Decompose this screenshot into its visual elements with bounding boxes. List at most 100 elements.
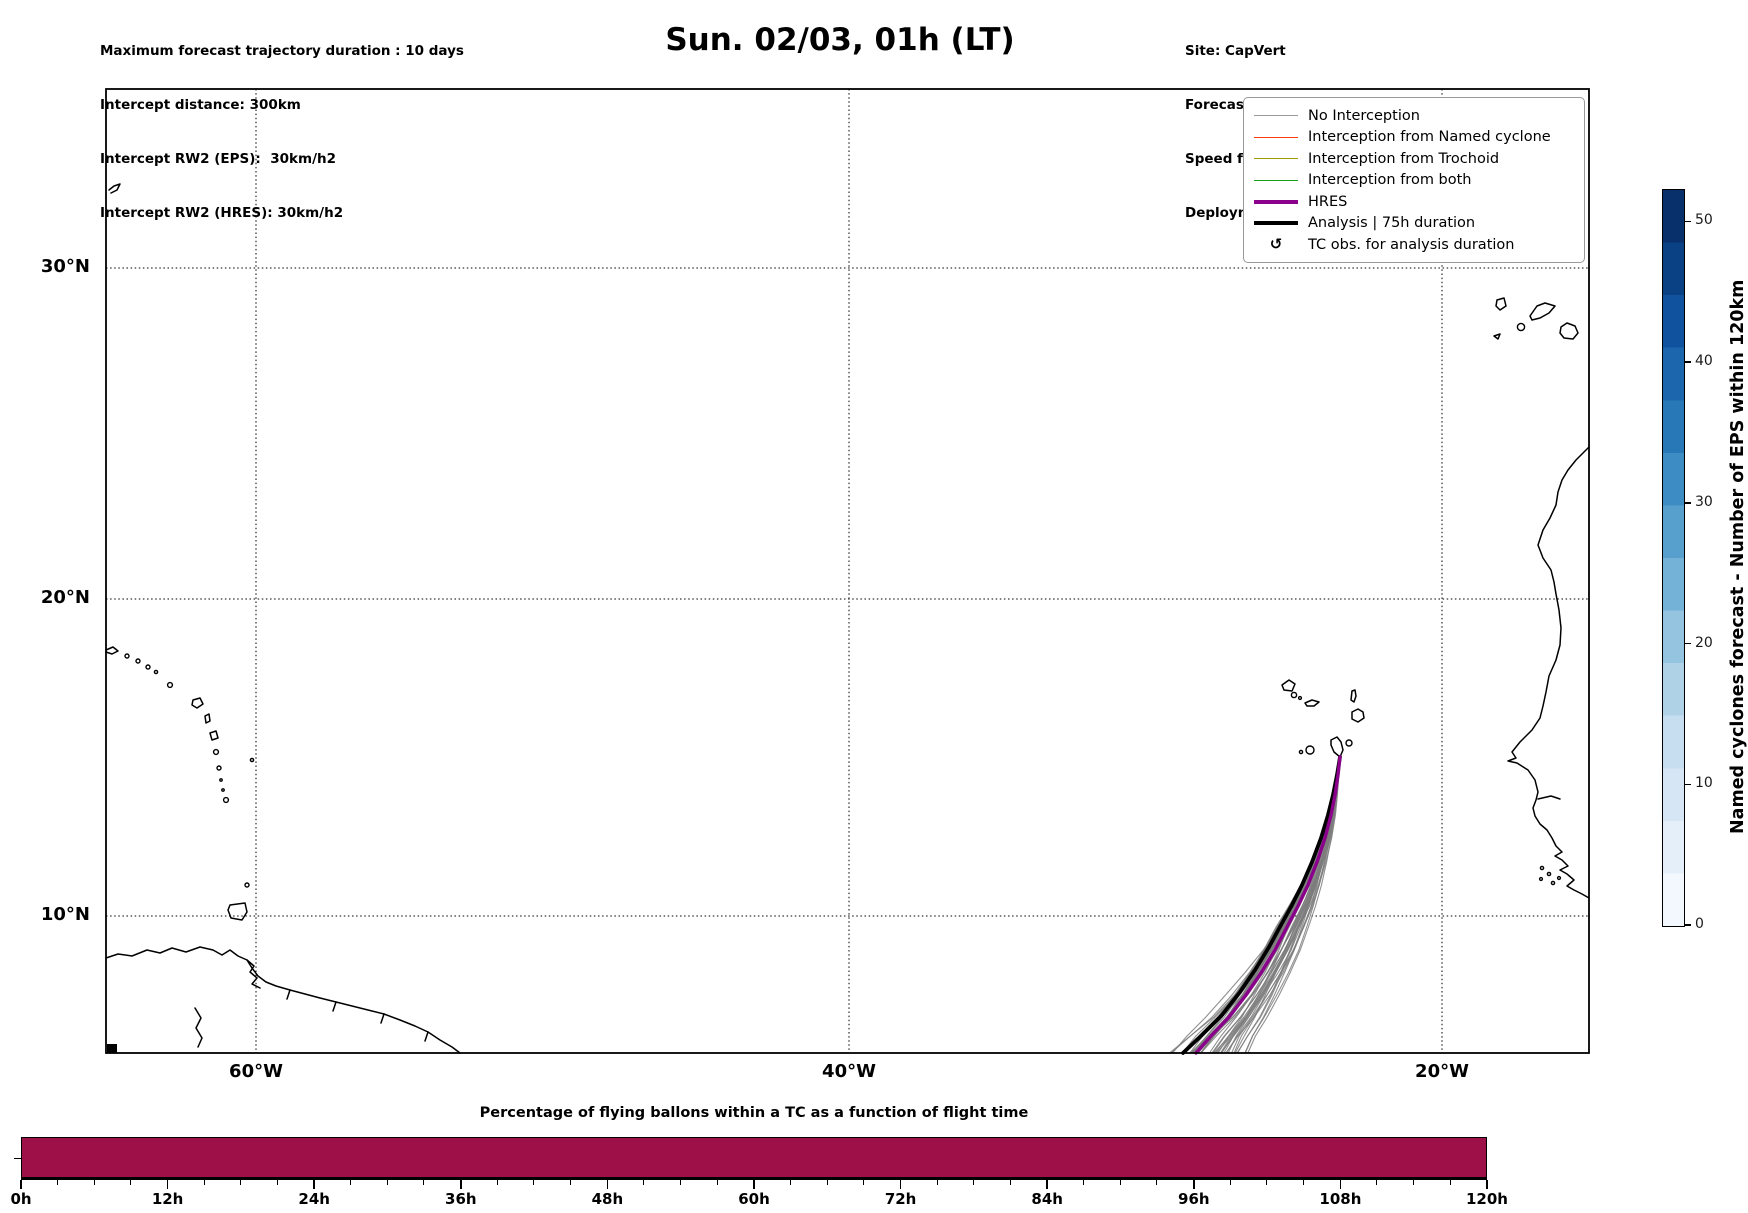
legend-row-3: Interception from both <box>1254 170 1576 192</box>
page-title: Sun. 02/03, 01h (LT) <box>665 22 1015 58</box>
strip-minor-tick <box>1376 1179 1378 1186</box>
island-st-lucia <box>212 748 220 756</box>
strip-major-tick-36h <box>460 1179 462 1189</box>
legend-line <box>1254 221 1298 226</box>
coast-fragment-corner <box>107 1044 117 1053</box>
lon-tick-20°W: 20°W <box>1415 1061 1469 1082</box>
strip-minor-tick <box>386 1179 388 1186</box>
eps-trajectory <box>1225 756 1341 1054</box>
strip-minor-tick <box>1229 1179 1231 1186</box>
island-guadeloupe <box>191 697 204 709</box>
strip-ticklabel-0h: 0h <box>10 1190 32 1208</box>
legend-line <box>1254 179 1298 181</box>
strip-minor-tick <box>826 1179 828 1186</box>
map-frame <box>105 88 1590 1054</box>
strip-major-tick-96h <box>1193 1179 1195 1189</box>
coastline-venezuela-river <box>194 1007 203 1048</box>
coastline-bermuda <box>108 183 121 194</box>
strip-minor-tick <box>679 1179 682 1186</box>
island-brava <box>1298 749 1304 755</box>
legend-line-sample <box>1254 115 1298 117</box>
strip-minor-tick <box>1449 1179 1451 1186</box>
strip-minor-tick <box>789 1179 791 1186</box>
island-dominica <box>204 713 211 724</box>
legend-line-sample <box>1254 199 1298 204</box>
strip-minor-tick <box>533 1179 535 1186</box>
island-tobago <box>244 882 250 888</box>
coastline-river-mouth-1 <box>286 989 291 1000</box>
legend-line-sample <box>1254 179 1298 181</box>
map-legend: No Interception Interception from Named c… <box>1243 97 1585 263</box>
legend-label: No Interception <box>1308 107 1420 124</box>
colorbar-ticklabel-40: 40 <box>1695 353 1713 370</box>
strip-major-tick-108h <box>1339 1179 1342 1189</box>
strip-ticklabel-72h: 72h <box>884 1190 917 1208</box>
legend-row-4: HRES <box>1254 191 1576 213</box>
strip-major-tick-24h <box>313 1179 316 1189</box>
strip-ticklabel-84h: 84h <box>1031 1190 1063 1208</box>
eps-trajectory <box>1192 756 1341 1054</box>
colorbar <box>1662 189 1685 927</box>
colorbar-tick-40 <box>1684 361 1691 363</box>
strip-minor-tick <box>1266 1179 1268 1186</box>
island-santiago <box>1330 736 1344 758</box>
colorbar-ticklabel-10: 10 <box>1695 775 1713 792</box>
strip-major-tick-0h <box>20 1179 22 1189</box>
colorbar-tick-0 <box>1684 924 1691 926</box>
colorbar-tick-30 <box>1684 502 1691 504</box>
eps-trajectory <box>1184 756 1341 1054</box>
island-sal <box>1350 689 1357 703</box>
strip-minor-tick <box>863 1179 865 1186</box>
island-trinidad <box>227 902 248 921</box>
island-grenadines-2 <box>221 788 225 792</box>
island-st-vincent <box>216 765 222 771</box>
island-virgin-leeward-4 <box>153 669 159 675</box>
strip-y-tick <box>14 1157 21 1159</box>
strip-minor-tick <box>643 1179 645 1186</box>
strip-title: Percentage of flying ballons within a TC… <box>479 1105 1029 1121</box>
legend-line <box>1254 115 1298 117</box>
legend-line-sample <box>1254 158 1298 160</box>
strip-minor-tick <box>423 1179 425 1186</box>
strip-minor-tick <box>130 1179 132 1186</box>
tc-obs-marker-icon: ↺ <box>1254 237 1298 252</box>
colorbar-tick-20 <box>1684 642 1691 645</box>
colorbar-label: Named cyclones forecast - Number of EPS … <box>1728 279 1748 835</box>
strip-minor-tick <box>973 1179 975 1186</box>
strip-major-tick-12h <box>166 1179 169 1189</box>
strip-minor-tick <box>936 1179 938 1186</box>
island-grenada <box>222 796 230 804</box>
island-boa-vista <box>1351 708 1365 723</box>
coastline-puerto-rico-east-tip <box>105 646 119 655</box>
legend-row-5: Analysis | 75h duration <box>1254 213 1576 235</box>
strip-ticklabel-36h: 36h <box>445 1190 477 1208</box>
colorbar-ticklabel-50: 50 <box>1695 212 1713 229</box>
cyclone-symbol-icon: ↺ <box>1269 235 1283 254</box>
legend-line-sample <box>1254 221 1298 226</box>
coastline-venezuela-guiana-coast <box>105 946 461 1054</box>
lat-tick-30°N: 30°N <box>40 256 90 277</box>
colorbar-ticklabel-0: 0 <box>1695 916 1704 932</box>
island-bijagos-2 <box>1546 871 1552 877</box>
strip-minor-tick <box>1119 1179 1121 1186</box>
lon-tick-40°W: 40°W <box>822 1061 876 1082</box>
intercept-distance-text: Intercept distance: 300km <box>100 97 301 113</box>
island-barbados <box>249 757 255 763</box>
eps-trajectory <box>1192 756 1341 1054</box>
strip-major-tick-72h <box>899 1179 902 1189</box>
strip-ticklabel-24h: 24h <box>298 1190 330 1208</box>
island-bijagos-1 <box>1539 865 1545 871</box>
strip-minor-tick <box>240 1179 242 1186</box>
strip-minor-tick <box>276 1179 278 1186</box>
colorbar-ticklabel-30: 30 <box>1695 493 1713 510</box>
island-la-palma <box>1495 297 1507 311</box>
strip-ticklabel-48h: 48h <box>591 1190 624 1208</box>
eps-trajectory <box>1244 756 1341 1054</box>
island-virgin-leeward-2 <box>135 658 141 664</box>
strip-ticklabel-120h: 120h <box>1466 1190 1508 1208</box>
island-virgin-leeward-1 <box>124 653 130 659</box>
strip-bar <box>21 1137 1487 1178</box>
island-bijagos-3 <box>1538 876 1544 882</box>
strip-minor-tick <box>1303 1179 1305 1186</box>
